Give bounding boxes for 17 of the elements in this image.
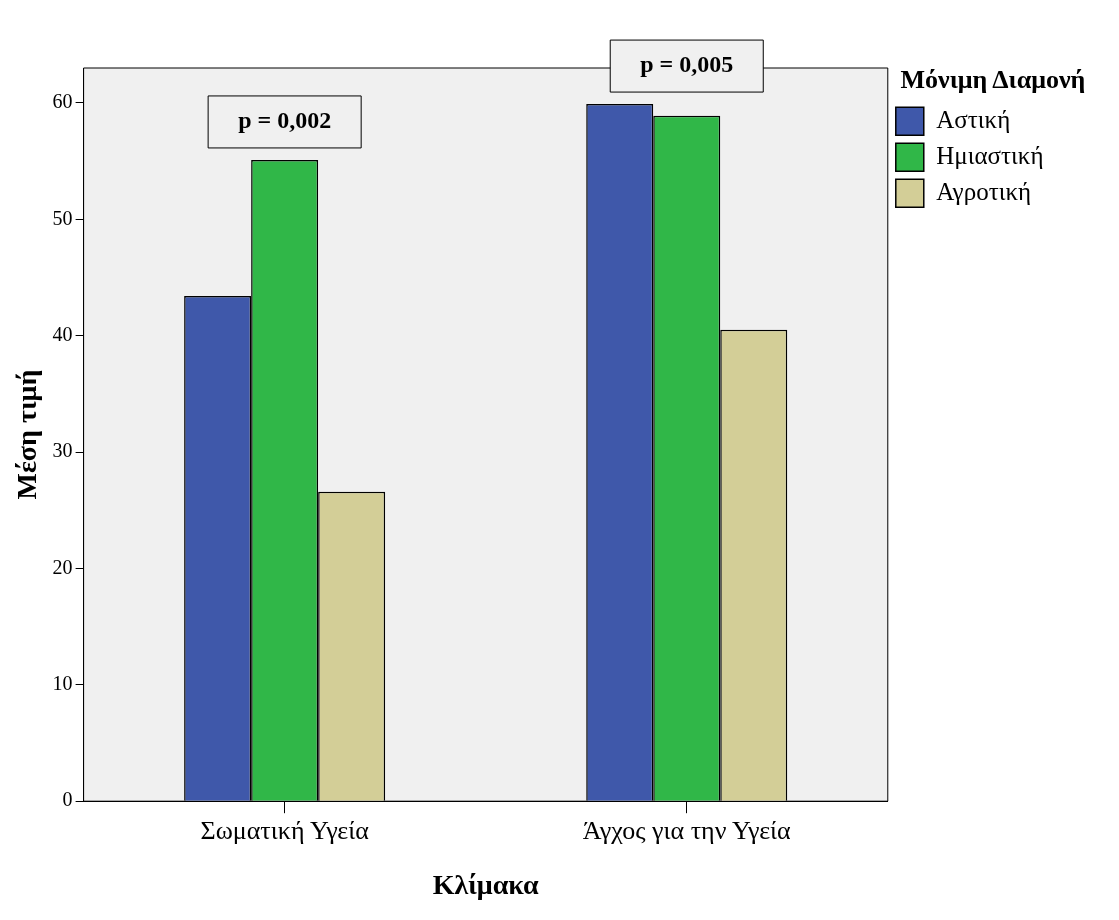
x-tick-label: Σωματική Υγεία [200,815,370,845]
annotation: p = 0,002 [238,107,332,134]
x-axis-title: Κλίμακα [432,869,540,901]
y-axis-title: Μέση τιμή [11,369,43,500]
y-tick-label: 50 [52,206,73,229]
annotation: p = 0,005 [640,51,734,78]
y-tick-label: 20 [52,555,73,578]
y-tick-label: 10 [52,672,73,695]
y-tick-label: 0 [62,788,73,811]
legend-label: Αγροτική [936,177,1032,205]
legend-label: Αστική [936,105,1011,133]
legend-label: Ημιαστική [936,141,1044,169]
x-tick-label: Άγχος για την Υγεία [582,815,792,845]
y-tick-label: 30 [52,439,73,462]
y-tick-label: 40 [52,322,73,345]
legend-title: Μόνιμη Διαμονή [900,64,1086,94]
y-tick-label: 60 [52,90,73,113]
